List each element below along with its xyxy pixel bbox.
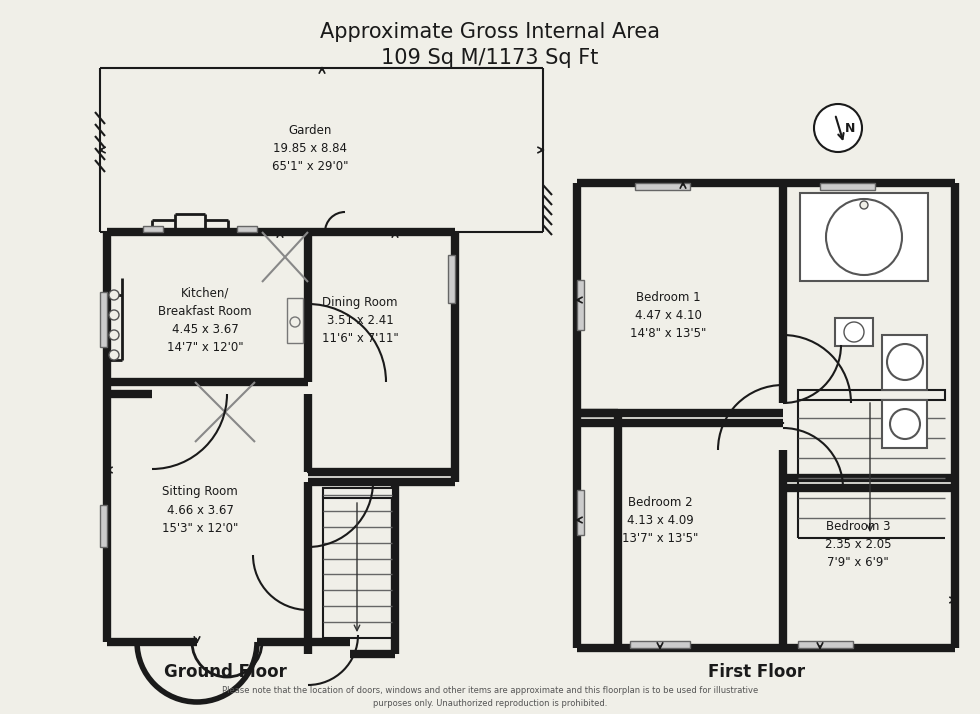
Circle shape [887, 344, 923, 380]
Text: Bedroom 3
2.35 x 2.05
7'9" x 6'9": Bedroom 3 2.35 x 2.05 7'9" x 6'9" [825, 521, 891, 570]
Bar [323, 488, 393, 498]
Bar [800, 193, 928, 281]
Circle shape [814, 104, 862, 152]
Bar [798, 390, 945, 400]
Text: First Floor: First Floor [709, 663, 806, 681]
Bar [577, 490, 584, 535]
Text: Please note that the location of doors, windows and other items are approximate : Please note that the location of doors, … [221, 686, 759, 708]
Circle shape [109, 310, 119, 320]
Bar [577, 280, 584, 330]
Bar [798, 641, 853, 648]
Bar [835, 318, 873, 346]
Bar [287, 298, 303, 343]
Text: Sitting Room
4.66 x 3.67
15'3" x 12'0": Sitting Room 4.66 x 3.67 15'3" x 12'0" [162, 486, 238, 535]
Bar [630, 641, 690, 648]
Bar [882, 400, 927, 448]
Text: Garden
19.85 x 8.84
65'1" x 29'0": Garden 19.85 x 8.84 65'1" x 29'0" [271, 124, 348, 173]
Circle shape [109, 350, 119, 360]
Circle shape [109, 290, 119, 300]
Text: Bedroom 1
4.47 x 4.10
14'8" x 13'5": Bedroom 1 4.47 x 4.10 14'8" x 13'5" [630, 291, 707, 339]
Circle shape [109, 330, 119, 340]
Text: N: N [845, 121, 856, 134]
Text: Bedroom 2
4.13 x 4.09
13'7" x 13'5": Bedroom 2 4.13 x 4.09 13'7" x 13'5" [622, 496, 698, 545]
Text: Approximate Gross Internal Area: Approximate Gross Internal Area [320, 22, 660, 42]
Bar [100, 292, 107, 347]
Text: 109 Sq M/1173 Sq Ft: 109 Sq M/1173 Sq Ft [381, 48, 599, 68]
Circle shape [860, 201, 868, 209]
Circle shape [290, 317, 300, 327]
Circle shape [890, 409, 920, 439]
Bar [100, 505, 107, 547]
Text: Dining Room
3.51 x 2.41
11'6" x 7'11": Dining Room 3.51 x 2.41 11'6" x 7'11" [321, 296, 399, 344]
Text: Kitchen/
Breakfast Room
4.45 x 3.67
14'7" x 12'0": Kitchen/ Breakfast Room 4.45 x 3.67 14'7… [158, 286, 252, 353]
Bar [635, 183, 690, 190]
Bar [143, 226, 163, 232]
Bar [820, 183, 875, 190]
Bar [448, 255, 455, 303]
Bar [237, 226, 257, 232]
Circle shape [844, 322, 864, 342]
Bar [882, 335, 927, 390]
Text: Ground Floor: Ground Floor [164, 663, 286, 681]
